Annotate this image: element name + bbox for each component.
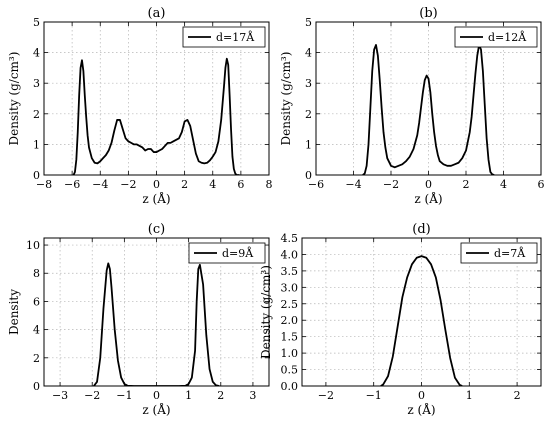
x-tick-label: −6 xyxy=(64,178,80,191)
panel-title: (a) xyxy=(148,6,166,21)
x-tick-label: −2 xyxy=(120,178,136,191)
x-tick-label: 1 xyxy=(185,389,192,402)
density-line-1 xyxy=(72,57,240,175)
legend-label: d=9Å xyxy=(222,246,254,260)
x-tick-label: 0 xyxy=(153,178,160,191)
y-axis-label: Density (g/cm³) xyxy=(7,52,21,146)
x-tick-label: 8 xyxy=(266,178,273,191)
x-tick-label: 6 xyxy=(538,178,545,191)
y-tick-label: 5 xyxy=(33,16,40,29)
y-tick-label: 4 xyxy=(305,47,312,60)
y-tick-label: 1.0 xyxy=(281,347,299,360)
y-tick-label: 0 xyxy=(305,169,312,182)
x-tick-label: −2 xyxy=(84,389,100,402)
y-tick-label: 5 xyxy=(305,16,312,29)
legend-box xyxy=(460,242,538,264)
panel-c: −3 −2 −1 0 1 2 3 0 2 4 6 8 10 (c) z (Å) Density d=9Å xyxy=(7,222,270,417)
y-tick-label: 3 xyxy=(305,77,312,90)
legend: d=7Å xyxy=(460,242,538,264)
legend-label: d=7Å xyxy=(494,246,526,260)
x-tick-label: 1 xyxy=(466,389,473,402)
y-tick-label: 0.5 xyxy=(281,364,299,377)
x-tick-label: −4 xyxy=(345,178,361,191)
y-tick-label: 4 xyxy=(33,47,40,60)
x-tick-label: −8 xyxy=(36,178,52,191)
y-axis-label: Density (g/cm³) xyxy=(259,265,273,359)
legend-box xyxy=(182,26,266,48)
x-tick-label: 2 xyxy=(217,389,224,402)
y-tick-label: 1.5 xyxy=(281,331,299,344)
x-tick-label: −4 xyxy=(92,178,108,191)
legend: d=9Å xyxy=(188,242,266,264)
y-tick-label: 3.5 xyxy=(281,265,299,278)
y-tick-label: 8 xyxy=(33,267,40,280)
y-tick-label: 3.0 xyxy=(281,281,299,294)
y-tick-label: 1 xyxy=(33,138,40,151)
y-tick-label: 0 xyxy=(33,380,40,393)
x-axis-label: z (Å) xyxy=(142,402,170,417)
y-tick-label: 2 xyxy=(33,108,40,121)
x-tick-label: −1 xyxy=(366,389,382,402)
x-tick-label: 0 xyxy=(153,389,160,402)
panel-b: −6 −4 −2 0 2 4 6 0 1 2 3 4 5 (b) z (Å) Density (g/cm³) d… xyxy=(279,6,545,206)
y-tick-label: 10 xyxy=(26,239,40,252)
y-tick-label: 4 xyxy=(33,324,40,337)
y-tick-label: 1 xyxy=(305,138,312,151)
x-tick-label: −6 xyxy=(308,178,324,191)
y-tick-label: 0 xyxy=(33,169,40,182)
y-tick-label: 4.5 xyxy=(281,232,299,245)
x-tick-label: 6 xyxy=(237,178,244,191)
panel-title: (c) xyxy=(148,222,165,237)
legend-label: d=17Å xyxy=(216,30,255,44)
density-line-1 xyxy=(93,262,220,386)
x-tick-label: −3 xyxy=(52,389,68,402)
legend-box xyxy=(454,26,538,48)
legend-label: d=12Å xyxy=(488,30,527,44)
panel-title: (d) xyxy=(412,222,430,237)
x-tick-label: 0 xyxy=(418,389,425,402)
x-tick-label: −2 xyxy=(318,389,334,402)
y-tick-label: 2.0 xyxy=(281,314,299,327)
x-axis-label: z (Å) xyxy=(142,191,170,206)
legend: d=17Å xyxy=(182,26,266,48)
y-tick-label: 3 xyxy=(33,77,40,90)
y-axis-label: Density xyxy=(7,289,21,335)
x-tick-label: 2 xyxy=(463,178,470,191)
x-axis-label: z (Å) xyxy=(407,402,435,417)
x-tick-label: 3 xyxy=(249,389,256,402)
y-axis-label: Density (g/cm³) xyxy=(279,52,293,146)
y-tick-label: 2 xyxy=(33,352,40,365)
x-tick-label: −2 xyxy=(383,178,399,191)
panel-a: −8 −6 −4 −2 0 2 4 6 8 0 1 2 3 4 5 (a) z (Å) Density (g/cm… xyxy=(7,6,273,206)
x-tick-label: −1 xyxy=(116,389,132,402)
density-line-1 xyxy=(380,255,463,386)
y-tick-label: 0.0 xyxy=(281,380,299,393)
legend: d=12Å xyxy=(454,26,538,48)
density-line-1 xyxy=(362,44,495,175)
y-tick-label: 6 xyxy=(33,295,40,308)
x-tick-label: 2 xyxy=(514,389,521,402)
panel-title: (b) xyxy=(419,6,437,21)
panel-d: −2 −1 0 1 2 0.0 0.5 1.0 1.5 2.0 2.5 3.0 3.5 4.0 4.5 (d)… xyxy=(259,222,542,417)
x-axis-label: z (Å) xyxy=(414,191,442,206)
y-tick-label: 4.0 xyxy=(281,248,299,261)
x-tick-label: 2 xyxy=(181,178,188,191)
x-tick-label: 4 xyxy=(500,178,507,191)
x-tick-label: 4 xyxy=(209,178,216,191)
y-tick-label: 2.5 xyxy=(281,298,299,311)
y-tick-label: 2 xyxy=(305,108,312,121)
x-tick-label: 0 xyxy=(425,178,432,191)
legend-box xyxy=(188,242,266,264)
